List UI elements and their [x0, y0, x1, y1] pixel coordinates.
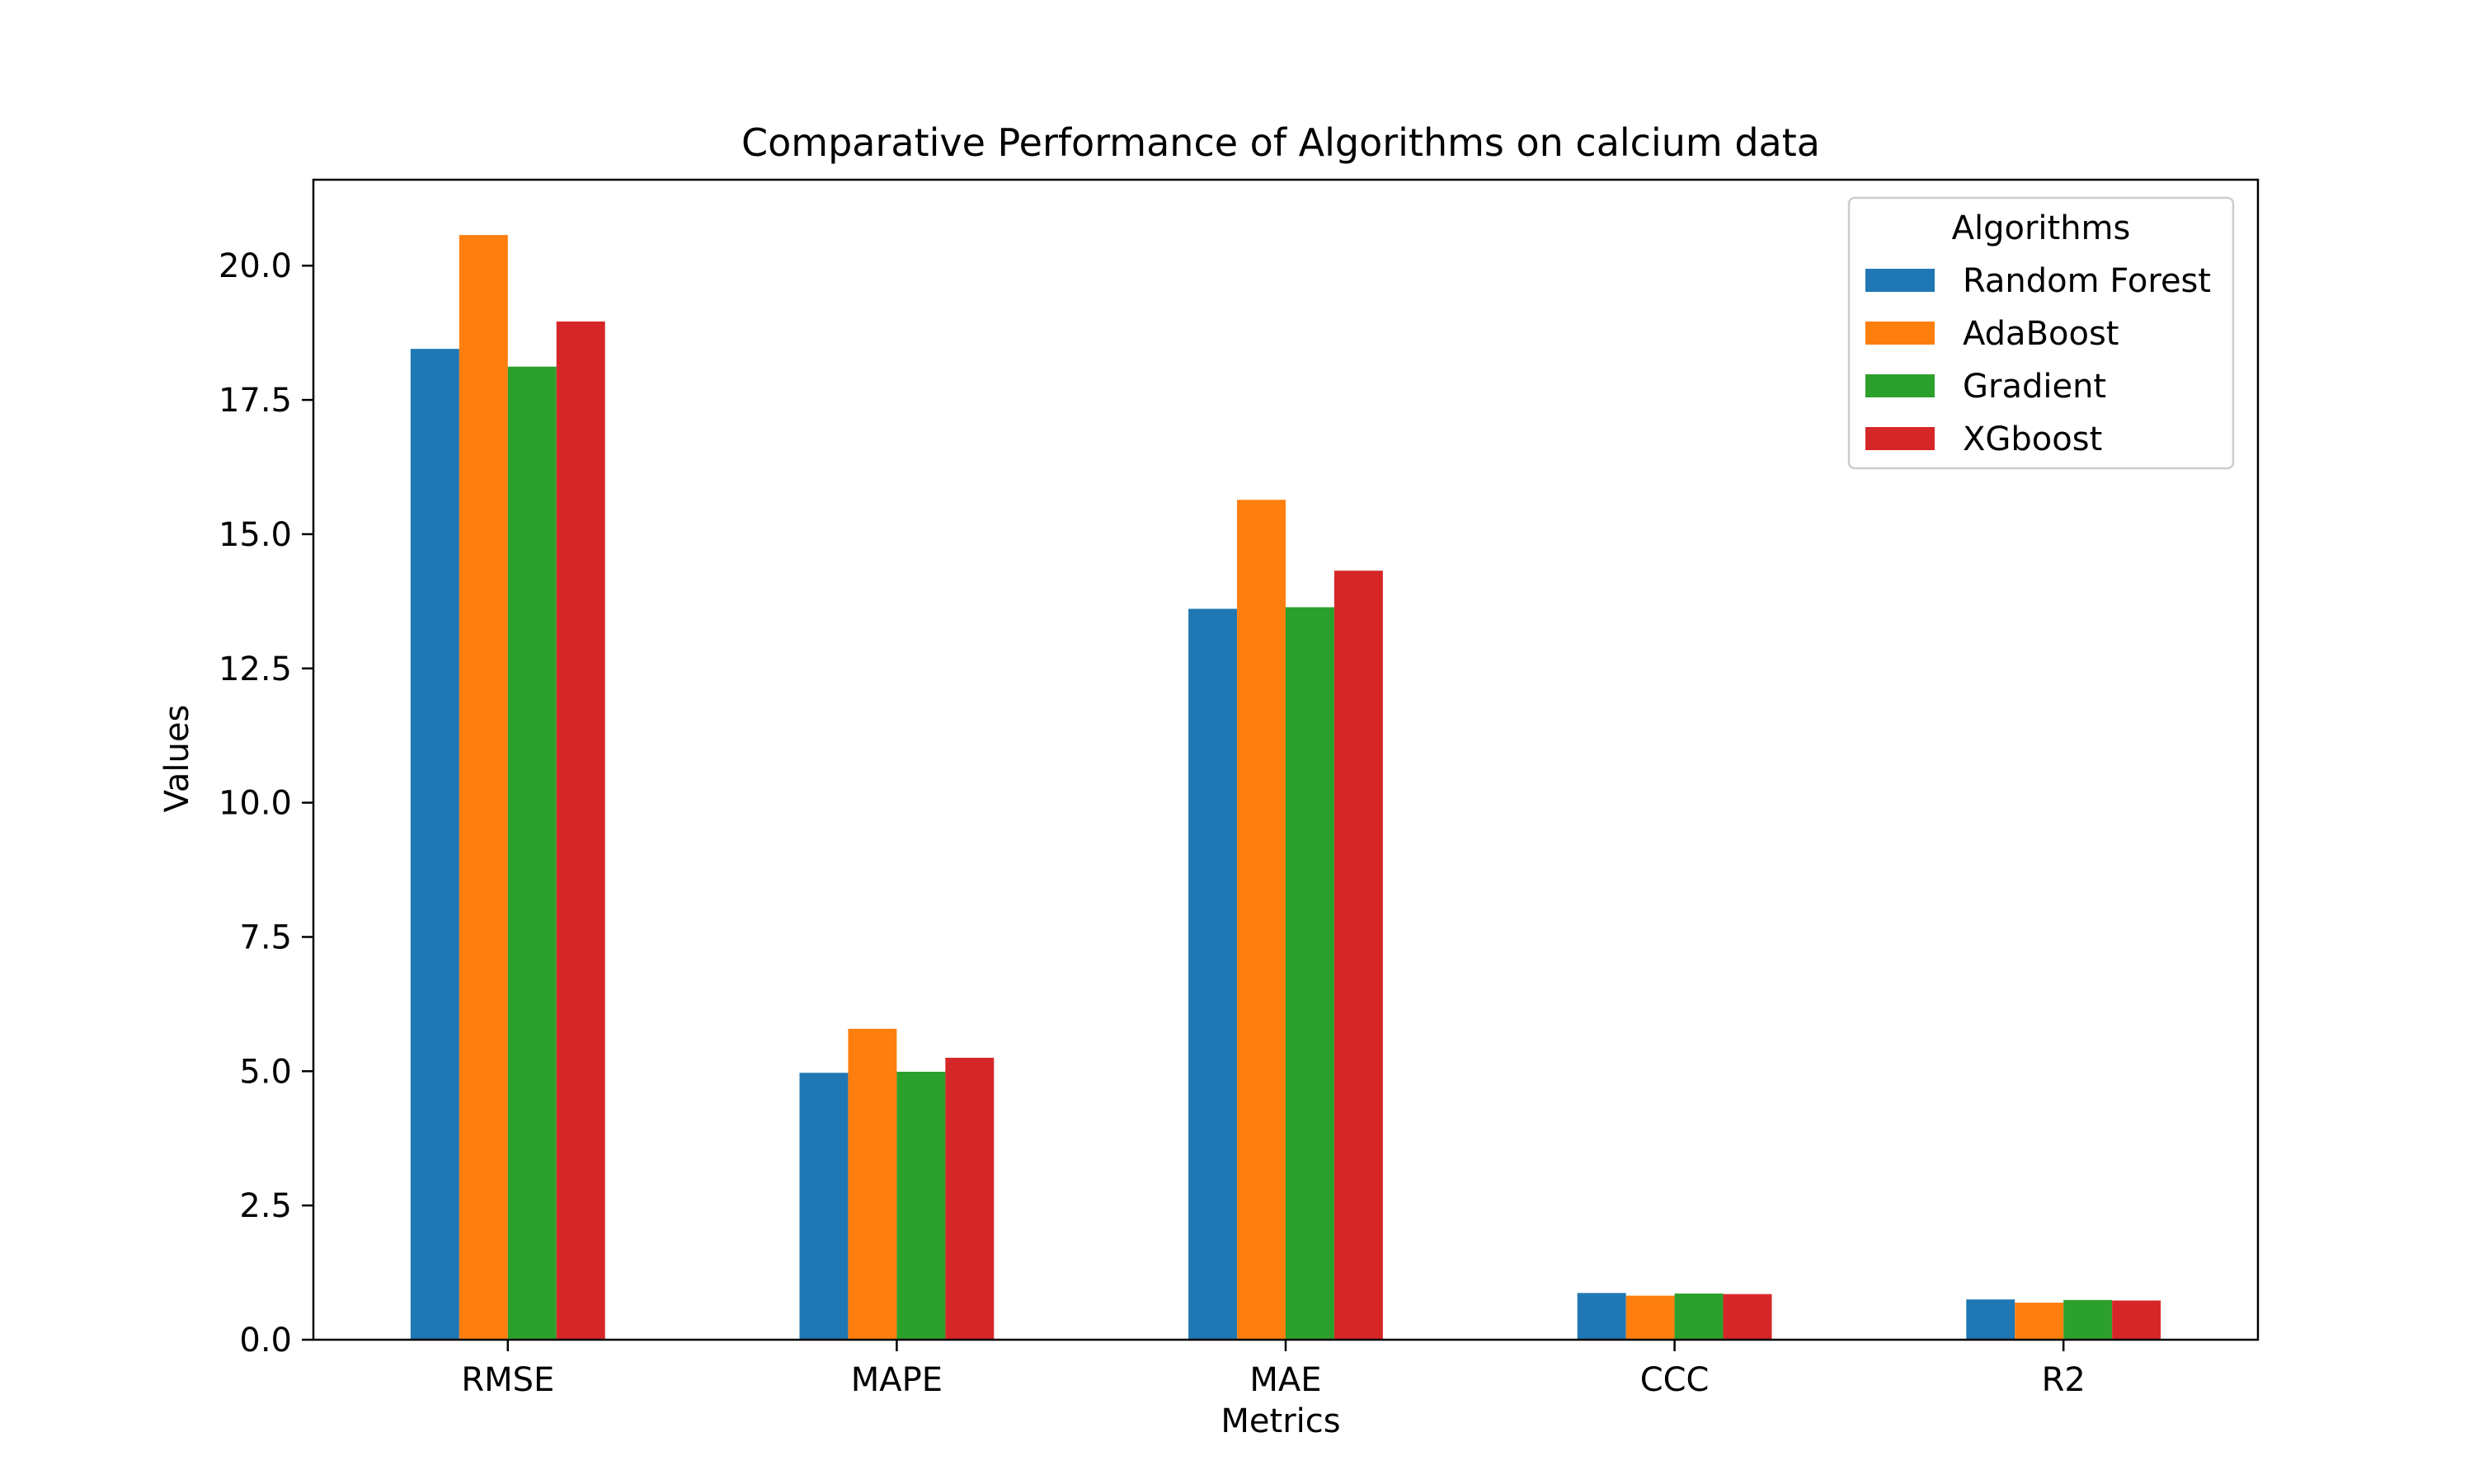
legend: Algorithms Random Forest AdaBoost Gradient… [1847, 196, 2235, 470]
y-tick-label: 15.0 [219, 516, 292, 554]
legend-label: XGboost [1963, 420, 2102, 458]
bar-rmse-xgboost [556, 321, 605, 1341]
legend-swatch-random-forest [1865, 269, 1935, 292]
y-tick-label: 7.5 [239, 918, 292, 956]
bar-ccc-adaboost [1625, 1295, 1675, 1340]
x-tick-label: MAPE [851, 1361, 943, 1399]
bar-r2-xgboost [2112, 1300, 2161, 1340]
bar-mape-adaboost [848, 1028, 897, 1340]
y-tick-label: 10.0 [219, 785, 292, 823]
bar-rmse-adaboost [459, 235, 508, 1341]
x-tick-label: R2 [2042, 1361, 2086, 1399]
bar-mape-gradient [896, 1071, 946, 1340]
plot-area [410, 235, 2161, 1341]
legend-swatch-adaboost [1865, 322, 1935, 345]
x-tick-label: RMSE [461, 1361, 554, 1399]
bar-r2-adaboost [2015, 1303, 2064, 1340]
legend-swatch-xgboost [1865, 427, 1935, 450]
bar-mae-xgboost [1333, 571, 1383, 1340]
legend-label: Random Forest [1963, 262, 2211, 300]
x-tick-label: CCC [1640, 1361, 1710, 1399]
chart-title: Comparative Performance of Algorithms on… [741, 120, 1820, 165]
legend-frame [1847, 196, 2235, 470]
bar-ccc-gradient [1674, 1293, 1724, 1340]
bar-mae-random-forest [1188, 608, 1238, 1340]
bar-mape-xgboost [945, 1058, 995, 1340]
legend-items: Random Forest AdaBoost Gradient XGboost [1865, 262, 2211, 458]
bar-mae-adaboost [1237, 500, 1286, 1340]
bar-rmse-gradient [507, 366, 557, 1341]
bar-ccc-xgboost [1723, 1294, 1772, 1340]
bar-ccc-random-forest [1577, 1293, 1626, 1340]
y-axis: 0.0 2.5 5.0 7.5 10.0 12.5 15.0 17.5 20.0 [219, 247, 313, 1360]
y-tick-label: 0.0 [239, 1322, 292, 1360]
y-tick-label: 2.5 [239, 1187, 292, 1225]
y-tick-label: 20.0 [219, 247, 292, 285]
y-tick-label: 5.0 [239, 1053, 292, 1091]
bar-rmse-random-forest [410, 349, 459, 1341]
y-tick-label: 17.5 [219, 382, 292, 420]
x-axis: RMSE MAPE MAE CCC R2 [461, 1340, 2086, 1399]
bar-r2-random-forest [1966, 1299, 2015, 1340]
bar-r2-gradient [2063, 1299, 2113, 1340]
x-axis-label: Metrics [1221, 1402, 1340, 1440]
y-tick-label: 12.5 [219, 650, 292, 688]
axes-frame [312, 178, 2260, 1341]
y-axis-label: Values [158, 705, 196, 813]
legend-label: Gradient [1963, 368, 2106, 406]
legend-swatch-gradient [1865, 374, 1935, 397]
bar-mae-gradient [1286, 607, 1334, 1340]
legend-title: Algorithms [1952, 209, 2131, 247]
bar-mape-random-forest [799, 1073, 849, 1340]
legend-label: AdaBoost [1963, 315, 2119, 353]
x-tick-label: MAE [1249, 1361, 1321, 1399]
